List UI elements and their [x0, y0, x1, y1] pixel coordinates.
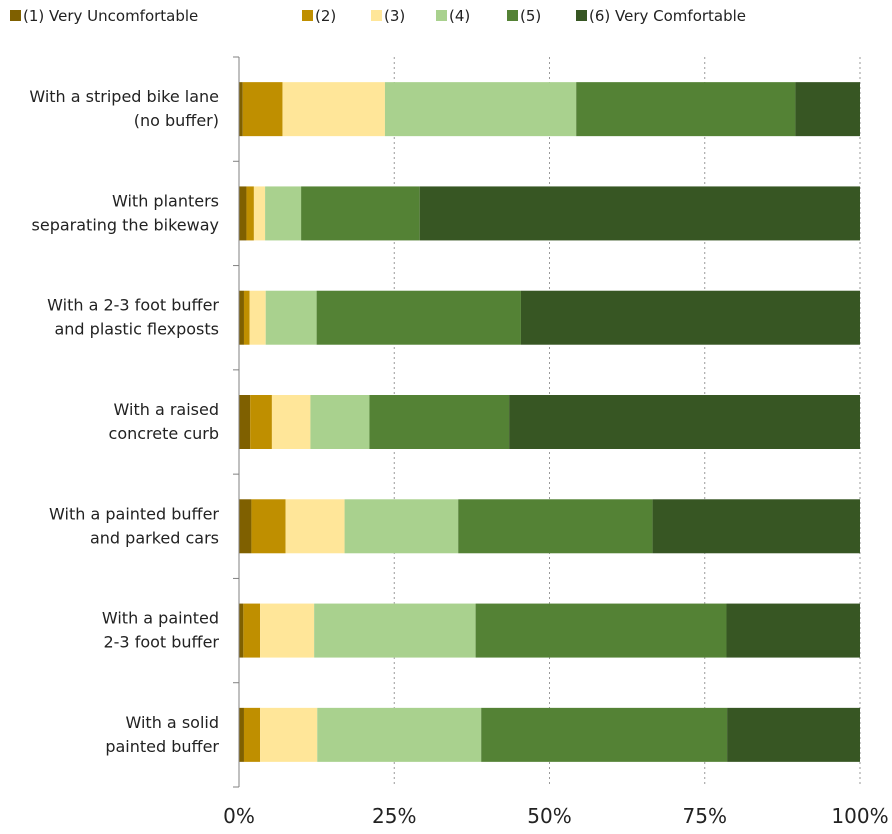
category-label: With planters separating the bikeway: [32, 191, 219, 234]
legend-swatch: [302, 10, 313, 21]
bar-segment: [260, 707, 318, 762]
legend-label: (2): [315, 7, 336, 25]
bar-segment: [419, 186, 860, 241]
bar-segment: [475, 603, 727, 658]
bar-segment: [310, 395, 370, 449]
x-tick-labels: 0% 25% 50% 75% 100%: [223, 804, 888, 828]
x-tick-label: 100%: [831, 804, 888, 828]
bar-segment: [246, 186, 254, 241]
bar-segment: [282, 82, 385, 137]
bar-segment: [481, 707, 728, 762]
bar-segment: [251, 499, 286, 554]
category-label: With a painted 2-3 foot buffer: [102, 609, 220, 652]
category-label: With a striped bike lane (no buffer): [29, 87, 219, 130]
category-label: With a raised concrete curb: [109, 400, 219, 443]
bar-segment: [239, 290, 244, 345]
axes: [233, 56, 240, 788]
legend-label: (3): [384, 7, 405, 25]
bar-segment: [316, 290, 521, 345]
bar-segment: [243, 603, 261, 658]
bar-segment: [726, 603, 860, 658]
legend-swatch: [576, 10, 587, 21]
bar-segment: [249, 290, 266, 345]
bar-segment: [243, 707, 261, 762]
bar-segment: [253, 186, 266, 241]
legend: (1) Very Uncomfortable (2) (3) (4) (5) (6) Ve…: [10, 7, 746, 25]
bar-segment: [314, 603, 476, 658]
legend-swatch: [371, 10, 382, 21]
x-tick-label: 75%: [683, 804, 727, 828]
category-labels: With a striped bike lane (no buffer) With …: [29, 87, 219, 756]
bar-segment: [239, 707, 244, 762]
bars: [239, 82, 860, 762]
x-tick-label: 0%: [223, 804, 255, 828]
bar-segment: [239, 82, 243, 137]
bar-segment: [458, 499, 653, 554]
bar-segment: [652, 499, 860, 554]
category-label: With a solid painted buffer: [105, 713, 219, 756]
bar-segment: [520, 290, 860, 345]
category-label: With a 2-3 foot buffer and plastic flexpo…: [47, 296, 219, 339]
bar-segment: [285, 499, 345, 554]
bar-segment: [239, 499, 252, 554]
bar-segment: [260, 603, 315, 658]
legend-swatch: [436, 10, 447, 21]
bar-segment: [509, 395, 860, 449]
bar-segment: [265, 186, 302, 241]
bar-segment: [239, 603, 244, 658]
legend-label: (6) Very Comfortable: [589, 7, 746, 25]
bar-segment: [576, 82, 796, 137]
bar-segment: [301, 186, 420, 241]
bar-segment: [344, 499, 459, 554]
legend-label: (4): [449, 7, 470, 25]
category-label: With a painted buffer and parked cars: [49, 504, 219, 547]
bar-segment: [239, 395, 251, 449]
bar-segment: [271, 395, 311, 449]
bar-segment: [317, 707, 482, 762]
bar-segment: [384, 82, 577, 137]
x-tick-label: 50%: [527, 804, 571, 828]
bar-segment: [369, 395, 510, 449]
bar-segment: [265, 290, 317, 345]
legend-swatch: [507, 10, 518, 21]
legend-swatch: [10, 10, 21, 21]
legend-label: (5): [520, 7, 541, 25]
bar-segment: [239, 186, 247, 241]
bar-segment: [242, 82, 283, 137]
bar-segment: [795, 82, 860, 137]
bar-segment: [243, 290, 250, 345]
bar-segment: [727, 707, 860, 762]
bar-segment: [250, 395, 272, 449]
x-tick-label: 25%: [372, 804, 416, 828]
legend-label: (1) Very Uncomfortable: [23, 7, 198, 25]
